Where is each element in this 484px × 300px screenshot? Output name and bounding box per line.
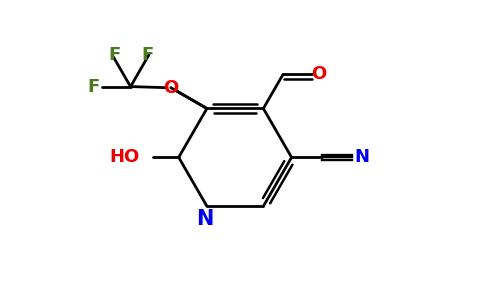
Text: F: F xyxy=(88,78,100,96)
Text: O: O xyxy=(311,65,326,83)
Text: F: F xyxy=(108,46,121,64)
Text: O: O xyxy=(163,79,179,97)
Text: N: N xyxy=(196,209,213,230)
Text: HO: HO xyxy=(109,148,139,166)
Text: F: F xyxy=(141,46,153,64)
Text: N: N xyxy=(355,148,370,166)
